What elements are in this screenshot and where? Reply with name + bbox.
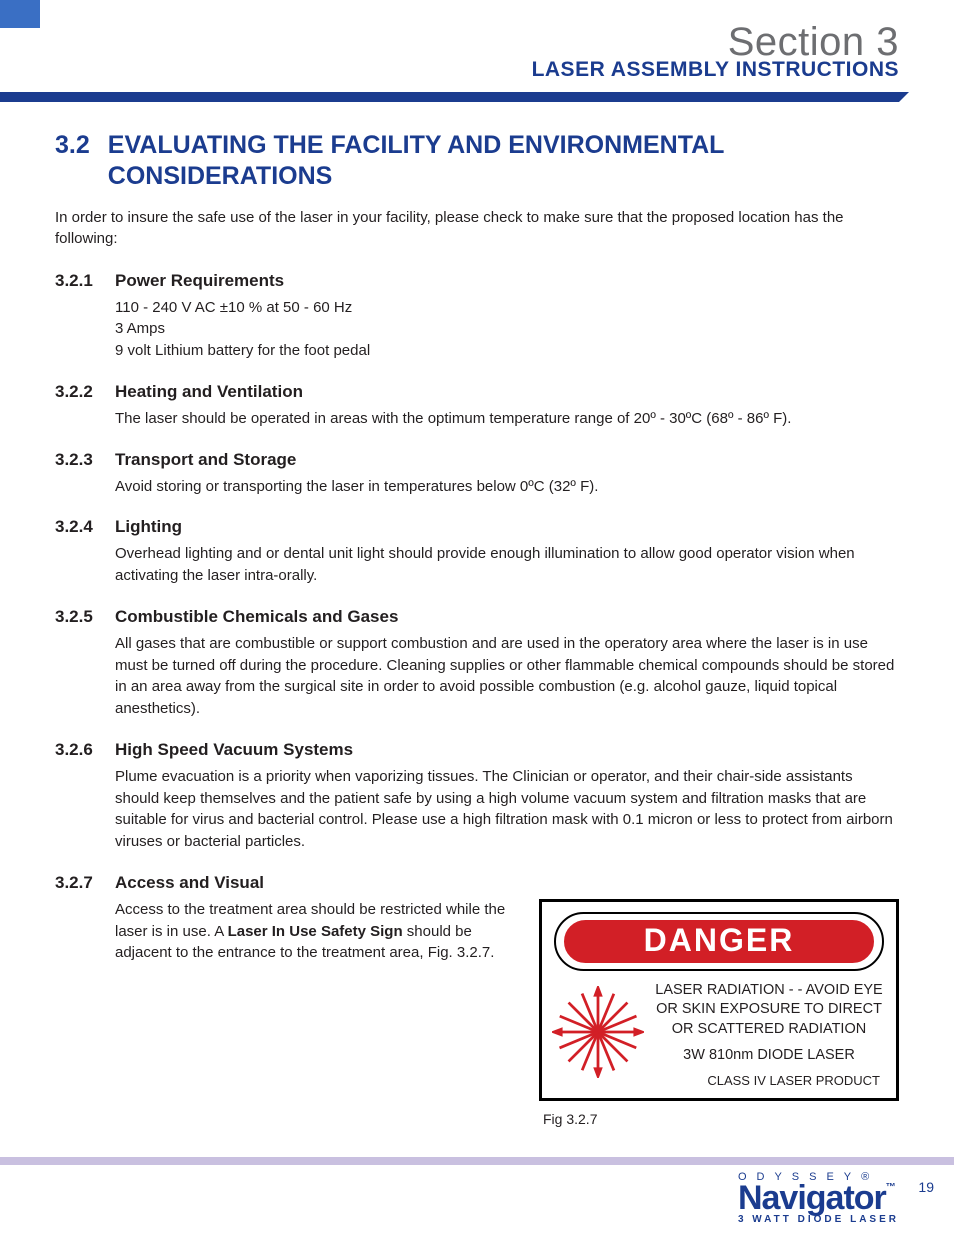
footer-brand: ODYSSEY® Navigator™ 3 WATT DIODE LASER xyxy=(738,1171,899,1225)
danger-header-text: DANGER xyxy=(562,918,876,965)
sub-3-2-3-heading: 3.2.3 Transport and Storage xyxy=(55,450,899,470)
body-line: 110 - 240 V AC ±10 % at 50 - 60 Hz xyxy=(115,297,899,319)
content-area: 3.2 EVALUATING THE FACILITY AND ENVIRONM… xyxy=(55,130,899,1127)
danger-line3: CLASS IV LASER PRODUCT xyxy=(652,1073,886,1088)
body-line: 9 volt Lithium battery for the foot peda… xyxy=(115,340,899,362)
danger-text: LASER RADIATION - - AVOID EYE OR SKIN EX… xyxy=(652,981,886,1089)
sub-3-2-7-body-wrap: Access to the treatment area should be r… xyxy=(115,899,899,1128)
heading-title: EVALUATING THE FACILITY AND ENVIRONMENTA… xyxy=(108,130,899,193)
body-line: 3 Amps xyxy=(115,318,899,340)
intro-text: In order to insure the safe use of the l… xyxy=(55,207,899,249)
page-number: 19 xyxy=(918,1179,934,1195)
sub-3-2-4-heading: 3.2.4 Lighting xyxy=(55,517,899,537)
sub-number: 3.2.4 xyxy=(55,517,101,537)
brand-logo: Navigator™ xyxy=(738,1183,899,1214)
danger-line1: LASER RADIATION - - AVOID EYE OR SKIN EX… xyxy=(652,981,886,1040)
sub-3-2-4-body: Overhead lighting and or dental unit lig… xyxy=(115,543,899,587)
sub-3-2-5-body: All gases that are combustible or suppor… xyxy=(115,633,899,720)
sub-title: Combustible Chemicals and Gases xyxy=(115,607,398,627)
sub-title: Access and Visual xyxy=(115,873,264,893)
danger-sign: DANGER xyxy=(539,899,899,1102)
sub-title: Heating and Ventilation xyxy=(115,382,303,402)
sub-number: 3.2.5 xyxy=(55,607,101,627)
sub-number: 3.2.7 xyxy=(55,873,101,893)
sub-title: High Speed Vacuum Systems xyxy=(115,740,353,760)
sub-3-2-1-body: 110 - 240 V AC ±10 % at 50 - 60 Hz 3 Amp… xyxy=(115,297,899,362)
sub-3-2-6-heading: 3.2.6 High Speed Vacuum Systems xyxy=(55,740,899,760)
sub-number: 3.2.2 xyxy=(55,382,101,402)
laser-starburst-icon xyxy=(552,986,644,1083)
footer-bar xyxy=(0,1157,954,1165)
sub-3-2-1-heading: 3.2.1 Power Requirements xyxy=(55,271,899,291)
brand-text: Navigator xyxy=(738,1179,886,1217)
heading-number: 3.2 xyxy=(55,130,90,193)
sub-title: Power Requirements xyxy=(115,271,284,291)
header-rule xyxy=(0,92,899,102)
figure-caption: Fig 3.2.7 xyxy=(543,1111,899,1127)
danger-body: LASER RADIATION - - AVOID EYE OR SKIN EX… xyxy=(548,981,890,1093)
top-accent-bar xyxy=(0,0,40,28)
sub-title: Transport and Storage xyxy=(115,450,296,470)
heading-3-2: 3.2 EVALUATING THE FACILITY AND ENVIRONM… xyxy=(55,130,899,193)
sub-3-2-2-body: The laser should be operated in areas wi… xyxy=(115,408,899,430)
sub-3-2-3-body: Avoid storing or transporting the laser … xyxy=(115,476,899,498)
danger-sign-wrap: DANGER xyxy=(539,899,899,1128)
danger-line2: 3W 810nm DIODE LASER xyxy=(652,1047,886,1063)
sub-number: 3.2.6 xyxy=(55,740,101,760)
danger-header-border: DANGER xyxy=(554,912,884,971)
sub-3-2-2-heading: 3.2.2 Heating and Ventilation xyxy=(55,382,899,402)
sub-3-2-7-body: Access to the treatment area should be r… xyxy=(115,899,519,1128)
sub-3-2-7-heading: 3.2.7 Access and Visual xyxy=(55,873,899,893)
brand-tag: 3 WATT DIODE LASER xyxy=(738,1214,899,1225)
sub-number: 3.2.1 xyxy=(55,271,101,291)
sub-3-2-5-heading: 3.2.5 Combustible Chemicals and Gases xyxy=(55,607,899,627)
section-title: LASER ASSEMBLY INSTRUCTIONS xyxy=(532,58,899,82)
body-bold: Laser In Use Safety Sign xyxy=(228,923,403,940)
sub-3-2-6-body: Plume evacuation is a priority when vapo… xyxy=(115,766,899,853)
brand-tm: ™ xyxy=(886,1182,896,1193)
sub-title: Lighting xyxy=(115,517,182,537)
sub-number: 3.2.3 xyxy=(55,450,101,470)
